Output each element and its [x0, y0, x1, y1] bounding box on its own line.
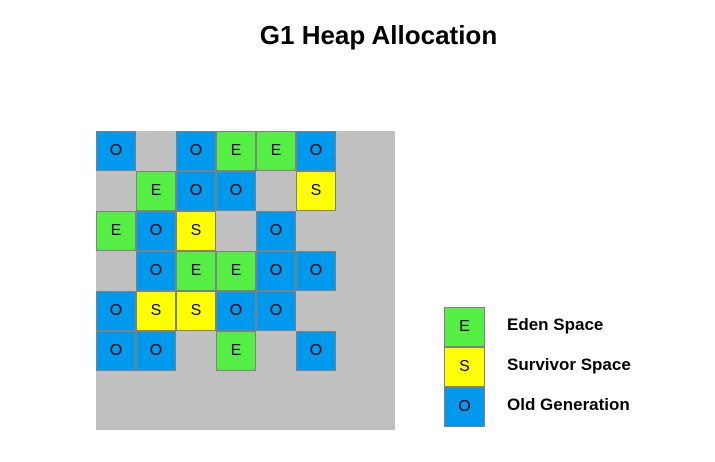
eden-region: E: [136, 171, 176, 211]
survivor-region: S: [136, 291, 176, 331]
old-region: O: [296, 251, 336, 291]
diagram-title: G1 Heap Allocation: [259, 20, 498, 50]
legend-swatch-old: O: [444, 387, 485, 427]
old-region: O: [256, 251, 296, 291]
eden-region: E: [216, 131, 256, 171]
legend-swatch-survivor: S: [444, 347, 485, 387]
old-region: O: [136, 331, 176, 371]
survivor-region: S: [176, 291, 216, 331]
old-region: O: [256, 211, 296, 251]
legend-label-eden: Eden Space: [507, 315, 604, 334]
old-region: O: [176, 131, 216, 171]
legend-label-old: Old Generation: [507, 395, 630, 414]
survivor-region: S: [176, 211, 216, 251]
old-region: O: [296, 131, 336, 171]
old-region: O: [96, 331, 136, 371]
old-region: O: [136, 251, 176, 291]
legend-swatch-eden: E: [444, 307, 485, 347]
old-region: O: [296, 331, 336, 371]
eden-region: E: [216, 331, 256, 371]
old-region: O: [96, 131, 136, 171]
old-region: O: [216, 291, 256, 331]
eden-region: E: [256, 131, 296, 171]
old-region: O: [176, 171, 216, 211]
old-region: O: [216, 171, 256, 211]
eden-region: E: [216, 251, 256, 291]
old-region: O: [136, 211, 176, 251]
eden-region: E: [176, 251, 216, 291]
old-region: O: [256, 291, 296, 331]
eden-region: E: [96, 211, 136, 251]
legend-label-survivor: Survivor Space: [507, 355, 631, 374]
old-region: O: [96, 291, 136, 331]
survivor-region: S: [296, 171, 336, 211]
